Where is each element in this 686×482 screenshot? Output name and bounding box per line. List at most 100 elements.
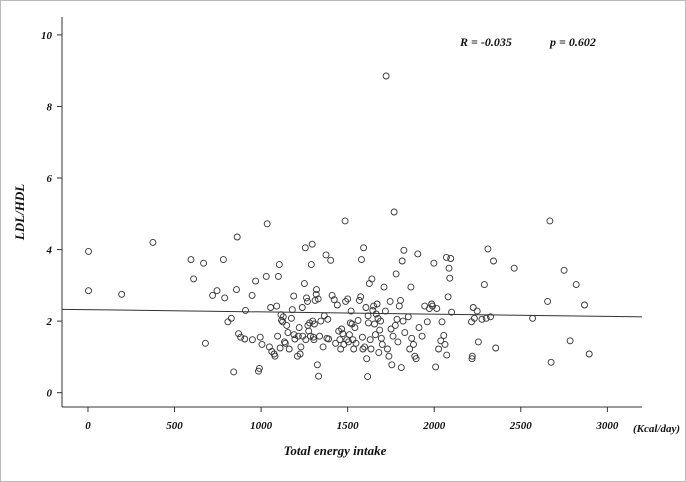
scatter-point — [313, 286, 320, 294]
scatter-point — [438, 318, 446, 326]
scatter-point — [367, 345, 375, 353]
scatter-point — [230, 368, 238, 376]
scatter-point — [336, 336, 344, 344]
scatter-point — [314, 295, 322, 303]
scatter-point — [474, 338, 482, 346]
scatter-point — [281, 338, 288, 346]
scatter-point — [384, 345, 391, 353]
scatter-point — [529, 314, 537, 322]
y-tick-label: 4 — [46, 245, 53, 257]
scatter-point — [278, 316, 285, 324]
scatter-point — [387, 325, 395, 333]
scatter-point — [328, 291, 336, 299]
regression-fit-line — [61, 308, 643, 318]
y-axis-title: LDL/HDL — [12, 184, 27, 241]
scatter-point — [350, 345, 358, 353]
scatter-point — [320, 312, 328, 320]
scatter-point — [394, 338, 402, 346]
scatter-point — [487, 313, 494, 321]
scatter-point — [248, 336, 256, 344]
scatter-point — [445, 264, 453, 272]
scatter-point — [298, 304, 306, 311]
scatter-point — [566, 337, 574, 345]
x-axis-ticks: 0 500 1000 1500 2000 2500 3000 — [85, 407, 619, 432]
scatter-point — [339, 330, 347, 338]
y-tick-label: 10 — [41, 30, 53, 42]
scatter-point — [364, 373, 372, 381]
scatter-point — [358, 256, 365, 264]
scatter-point — [209, 291, 217, 299]
scatter-point — [338, 325, 346, 333]
scatter-point — [315, 372, 323, 380]
scatter-point — [364, 312, 372, 320]
scatter-point — [410, 340, 417, 348]
scatter-point — [317, 317, 325, 325]
scatter-point — [284, 329, 292, 337]
x-axis-unit: (Kcal/day) — [633, 423, 680, 435]
x-tick-label: 2500 — [509, 420, 533, 432]
x-axis-title: Total energy intake — [284, 443, 387, 458]
x-tick-label: 1000 — [250, 420, 273, 432]
scatter-point — [362, 304, 370, 311]
scatter-point — [470, 314, 478, 322]
scatter-point — [233, 233, 241, 241]
x-tick-label: 0 — [85, 420, 91, 432]
scatter-point — [382, 72, 390, 80]
scatter-point — [302, 336, 310, 344]
scatter-point — [271, 352, 279, 360]
scatter-point — [437, 337, 445, 345]
x-tick-label: 2000 — [422, 420, 446, 432]
scatter-point — [281, 339, 289, 347]
scatter-point — [393, 315, 401, 323]
scatter-point — [406, 345, 414, 353]
scatter-point — [287, 314, 295, 322]
scatter-point — [366, 336, 374, 344]
scatter-point — [397, 364, 405, 372]
scatter-point — [263, 220, 271, 228]
scatter-point — [276, 344, 284, 352]
scatter-point — [319, 343, 327, 351]
scatter-point — [85, 287, 92, 295]
scatter-point — [344, 295, 352, 303]
scatter-point — [407, 283, 415, 291]
scatter-point — [544, 297, 552, 305]
scatter-point — [190, 275, 198, 283]
scatter-point — [235, 330, 243, 338]
scatter-point — [560, 266, 568, 274]
scatter-point — [430, 259, 438, 267]
y-tick-label: 2 — [46, 316, 53, 328]
scatter-point — [283, 321, 291, 329]
scatter-point — [310, 336, 318, 344]
scatter-point — [345, 331, 353, 339]
r-annotation: R = -0.035 — [459, 35, 512, 49]
scatter-point — [414, 250, 422, 258]
scatter-point — [274, 272, 282, 280]
scatter-point — [355, 296, 363, 304]
scatter-point — [351, 324, 359, 332]
scatter-point — [412, 355, 420, 363]
scatter-point — [372, 310, 380, 318]
scatter-point — [447, 255, 455, 262]
scatter-point — [415, 324, 423, 332]
scatter-point — [404, 313, 412, 321]
scatter-point — [398, 257, 406, 265]
scatter-point — [296, 350, 304, 358]
scatter-point — [275, 261, 283, 269]
scatter-point — [510, 264, 518, 272]
scatter-point — [324, 315, 332, 323]
scatter-point — [200, 259, 208, 267]
scatter-point — [369, 306, 377, 314]
scatter-point — [376, 326, 384, 334]
scatter-point — [333, 301, 341, 309]
scatter-point — [341, 217, 349, 225]
scatter-point — [219, 256, 227, 264]
scatter-point — [440, 331, 448, 339]
scatter-point — [149, 238, 157, 246]
scatter-point — [227, 314, 235, 322]
scatter-point — [546, 217, 554, 225]
scatter-point — [308, 240, 316, 248]
scatter-point — [484, 245, 492, 253]
scatter-point — [490, 257, 497, 265]
scatter-point — [347, 307, 355, 315]
